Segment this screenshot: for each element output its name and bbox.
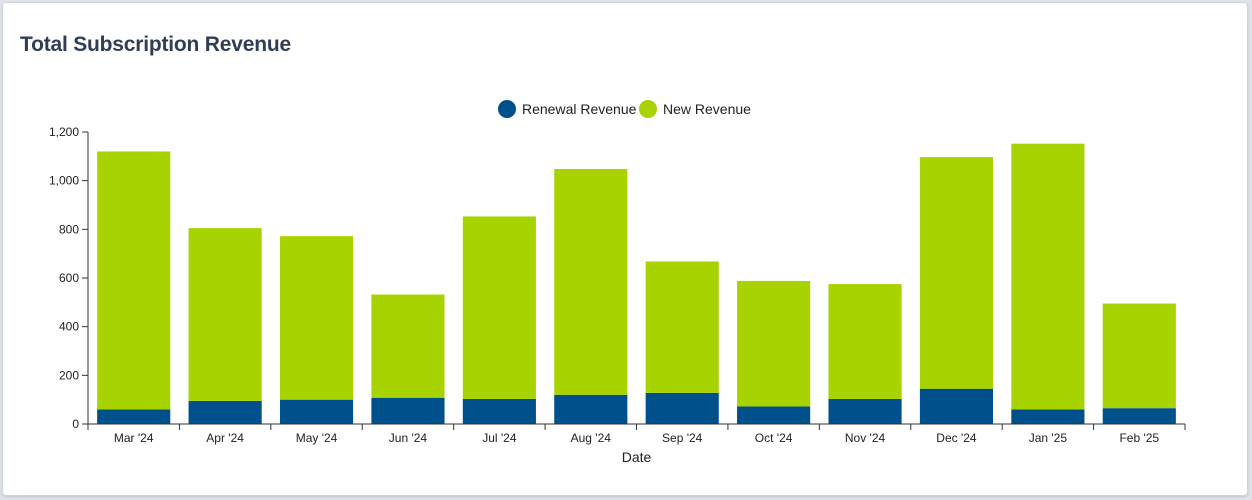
y-tick-label: 800 bbox=[59, 222, 79, 236]
bar-segment[interactable] bbox=[97, 409, 171, 424]
legend-swatch bbox=[498, 100, 516, 118]
bar-segment[interactable] bbox=[554, 394, 628, 424]
x-tick-label: Aug '24 bbox=[571, 431, 612, 445]
bar-segment[interactable] bbox=[1011, 409, 1085, 424]
y-tick-label: 200 bbox=[59, 368, 79, 382]
y-tick-label: 1,000 bbox=[49, 174, 79, 188]
chart-legend: Renewal Revenue New Revenue bbox=[498, 100, 751, 118]
bar-segment[interactable] bbox=[279, 236, 354, 400]
y-tick-label: 600 bbox=[59, 271, 79, 285]
bar-segment[interactable] bbox=[1102, 408, 1176, 424]
x-tick-label: Feb '25 bbox=[1119, 431, 1159, 445]
x-tick-label: Jun '24 bbox=[389, 431, 428, 445]
legend-item[interactable]: Renewal Revenue bbox=[498, 100, 637, 118]
y-axis: 0 200 400 600 800 1,000 1,200 bbox=[49, 125, 89, 431]
x-tick-label: Dec '24 bbox=[936, 431, 977, 445]
bar-segment[interactable] bbox=[828, 398, 902, 424]
bar-segment[interactable] bbox=[97, 151, 171, 410]
x-axis: Mar '24 Apr '24 May '24 Jun '24 Jul '24 Aug '… bbox=[87, 423, 1186, 465]
legend-item[interactable]: New Revenue bbox=[639, 100, 751, 118]
x-tick-label: Sep '24 bbox=[662, 431, 703, 445]
x-tick-label: Apr '24 bbox=[206, 431, 244, 445]
bar-segment[interactable] bbox=[188, 228, 262, 401]
legend-swatch bbox=[639, 100, 657, 118]
x-tick-label: May '24 bbox=[296, 431, 338, 445]
bar-segment[interactable] bbox=[554, 168, 628, 395]
bar-segment[interactable] bbox=[188, 400, 262, 424]
bar-segment[interactable] bbox=[1011, 143, 1085, 410]
x-tick-label: Jan '25 bbox=[1029, 431, 1068, 445]
bar-segment[interactable] bbox=[737, 406, 811, 424]
bar-segment[interactable] bbox=[462, 216, 536, 399]
bar-segment[interactable] bbox=[828, 284, 902, 399]
bar-segment[interactable] bbox=[645, 261, 719, 393]
bar-segment[interactable] bbox=[462, 398, 536, 424]
bar-segment[interactable] bbox=[645, 392, 719, 424]
legend-label: Renewal Revenue bbox=[522, 101, 637, 117]
bar-segment[interactable] bbox=[919, 388, 994, 424]
bar-segment[interactable] bbox=[1102, 303, 1176, 409]
bar-segment[interactable] bbox=[919, 157, 994, 389]
y-tick-label: 1,200 bbox=[49, 125, 79, 139]
y-tick-label: 0 bbox=[72, 417, 79, 431]
x-tick-label: Nov '24 bbox=[845, 431, 886, 445]
bars-group bbox=[97, 143, 1176, 424]
x-tick-label: Jul '24 bbox=[482, 431, 517, 445]
x-tick-label: Oct '24 bbox=[755, 431, 793, 445]
y-tick-label: 400 bbox=[59, 320, 79, 334]
bar-segment[interactable] bbox=[371, 294, 445, 398]
card-title: Total Subscription Revenue bbox=[20, 33, 291, 56]
x-tick-label: Mar '24 bbox=[114, 431, 154, 445]
bar-segment[interactable] bbox=[279, 399, 354, 424]
x-axis-title: Date bbox=[622, 449, 652, 465]
legend-label: New Revenue bbox=[663, 101, 751, 117]
bar-segment[interactable] bbox=[737, 280, 811, 407]
bar-segment[interactable] bbox=[371, 397, 445, 424]
